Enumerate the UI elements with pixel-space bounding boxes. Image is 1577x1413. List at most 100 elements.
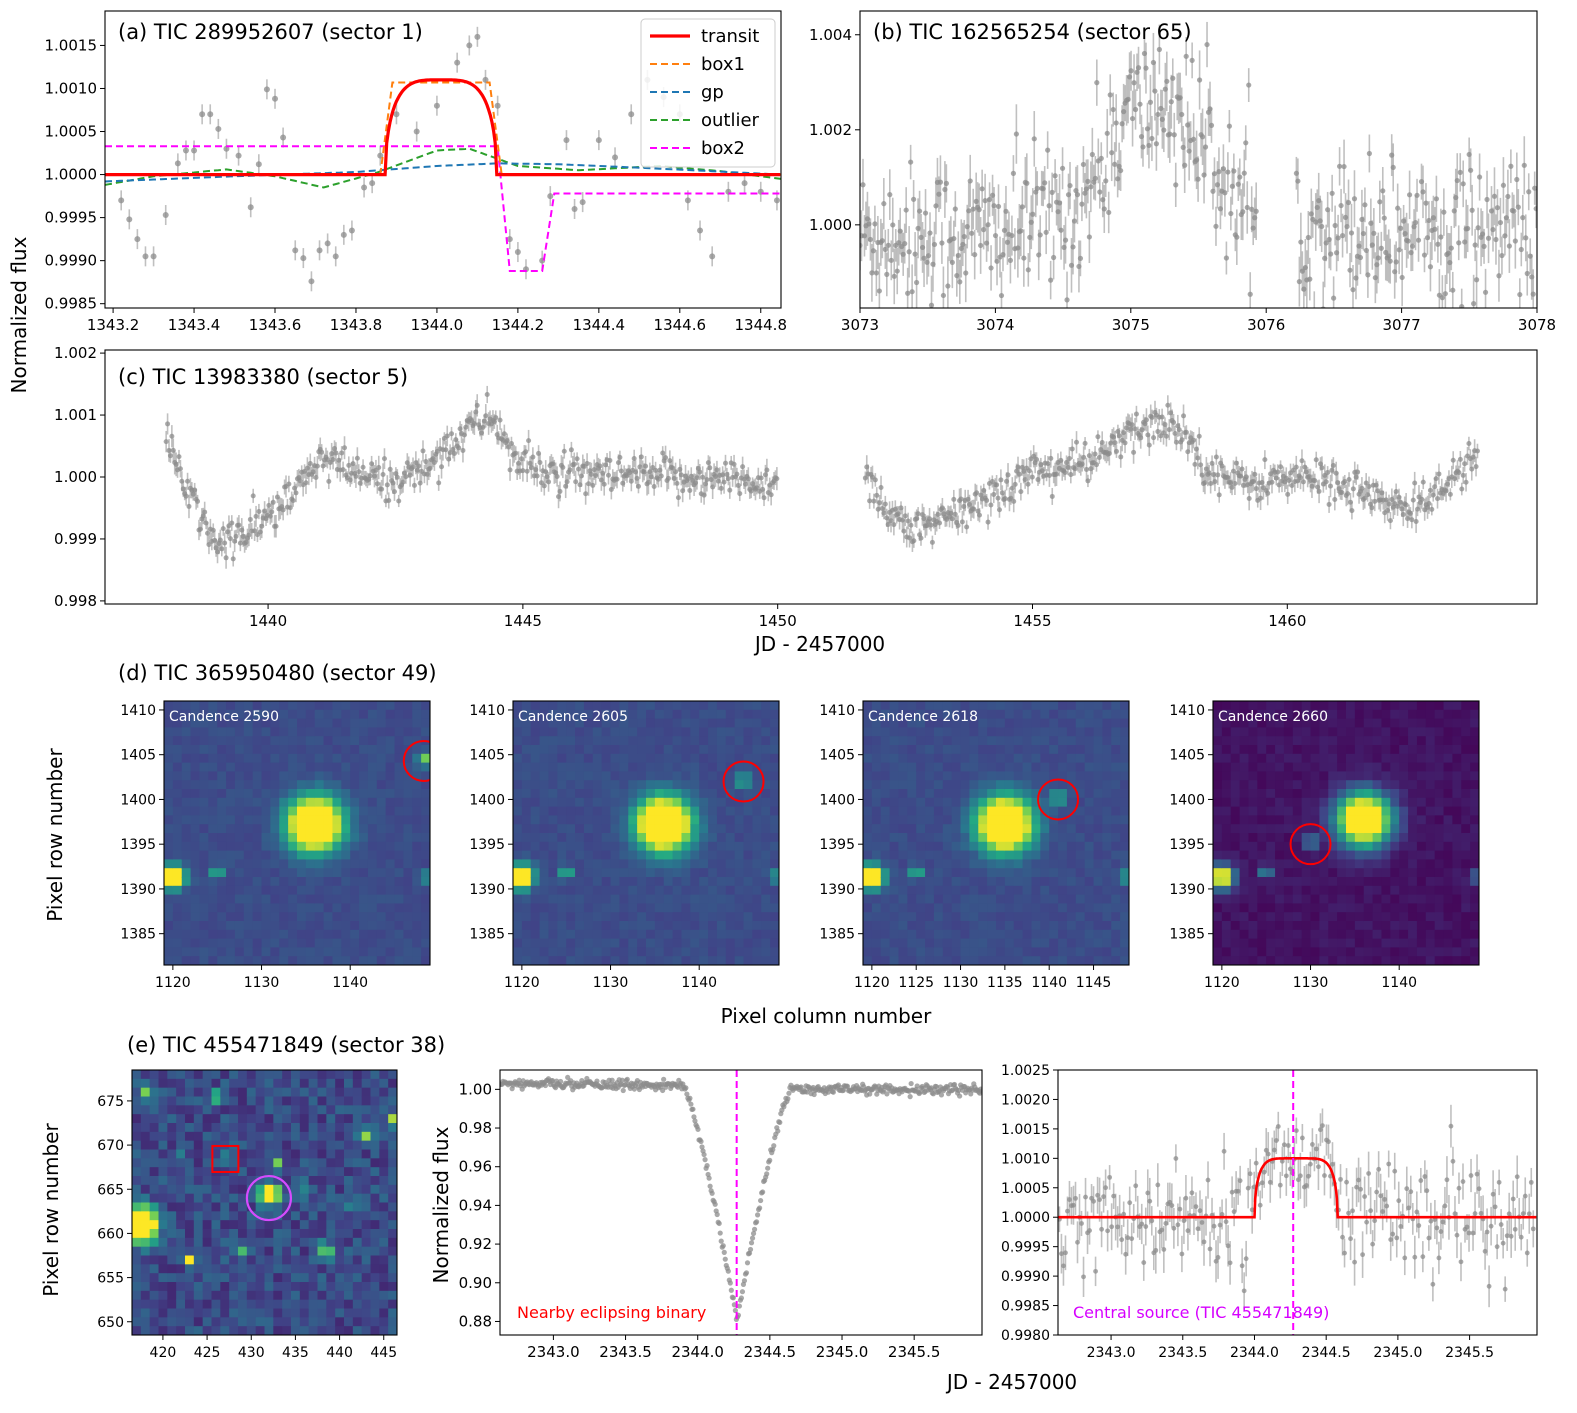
data-point [697, 220, 704, 241]
heatmap-cell [1120, 762, 1129, 772]
heatmap-cell [164, 947, 174, 957]
heatmap-cell [960, 833, 970, 843]
heatmap-cell [1354, 868, 1365, 878]
heatmap-cell [332, 841, 342, 852]
heatmap-cell [880, 736, 891, 746]
data-point [313, 466, 319, 489]
heatmap-cell [1292, 868, 1303, 878]
data-point [601, 472, 607, 496]
heatmap-cell [619, 727, 629, 737]
heatmap-cell [863, 815, 873, 825]
data-point [1332, 205, 1338, 246]
heatmap-cell [548, 841, 558, 852]
heatmap-cell [898, 718, 908, 728]
data-point [356, 464, 362, 480]
data-point [891, 248, 897, 305]
heatmap-cell [270, 921, 280, 931]
heatmap-cell [681, 762, 691, 772]
heatmap-cell [412, 815, 422, 825]
heatmap-cell [421, 824, 430, 834]
data-point [1508, 149, 1514, 184]
heatmap-cell [1257, 903, 1267, 913]
data-point [902, 505, 908, 526]
heatmap-cell [1102, 938, 1112, 948]
heatmap-cell [761, 850, 771, 860]
data-point [1191, 113, 1197, 166]
data-point [497, 410, 503, 430]
heatmap-cell [1372, 947, 1383, 957]
heatmap-cell [1337, 850, 1347, 860]
data-point [484, 385, 490, 404]
heatmap-cell [1120, 771, 1129, 781]
heatmap-cell [898, 762, 908, 772]
heatmap-cell [1310, 868, 1320, 878]
heatmap-cell [288, 701, 298, 711]
data-point [1216, 486, 1222, 503]
heatmap-cell [1066, 771, 1077, 781]
heatmap-cell [385, 938, 396, 948]
heatmap-cell [252, 824, 263, 834]
heatmap-cell [164, 929, 174, 940]
heatmap-cell [1283, 921, 1294, 931]
heatmap-cell [1292, 903, 1303, 913]
heatmap-cell [1040, 956, 1050, 965]
heatmap-cell [978, 718, 988, 728]
data-point [571, 452, 577, 477]
heatmap-cell [252, 771, 263, 781]
heatmap-cell [323, 753, 334, 764]
heatmap-cell [243, 806, 254, 816]
heatmap-cell [871, 877, 882, 887]
heatmap-cell [199, 718, 209, 728]
data-point [1007, 237, 1014, 284]
heatmap-cell [907, 912, 917, 922]
heatmap-cell [925, 912, 935, 922]
heatmap-cell [513, 903, 523, 913]
heatmap-cell [341, 780, 351, 790]
data-point [915, 507, 921, 521]
heatmap-cell [172, 903, 183, 913]
data-point [1387, 512, 1393, 530]
heatmap-cell [1283, 718, 1294, 728]
heatmap-cell [987, 789, 997, 799]
x-tick-label: 1343.8 [330, 316, 383, 334]
heatmap-cell [1004, 824, 1015, 834]
heatmap-cell [385, 727, 396, 737]
heatmap-cell [513, 727, 523, 737]
data-point [1412, 471, 1418, 495]
heatmap-cell [925, 815, 935, 825]
heatmap-cell [1425, 921, 1436, 931]
heatmap-cell [359, 868, 369, 878]
heatmap-cell [628, 815, 638, 825]
heatmap-cell [1102, 956, 1112, 965]
heatmap-cell [1102, 868, 1112, 878]
data-point [867, 492, 873, 509]
heatmap-cell [1004, 753, 1015, 764]
heatmap-cell [699, 956, 709, 965]
heatmap-cell [1408, 727, 1418, 737]
heatmap-cell [394, 753, 404, 764]
heatmap-cell [708, 903, 718, 913]
heatmap-cell [743, 894, 753, 904]
heatmap-cell [716, 833, 727, 843]
heatmap-cell [942, 718, 953, 728]
cadence-label: Candence 2590 [169, 709, 279, 725]
heatmap-cell [557, 938, 567, 948]
heatmap-cell [863, 929, 873, 940]
heatmap-cell [1381, 912, 1391, 922]
heatmap-cell [1230, 797, 1241, 808]
heatmap-cell [1390, 709, 1400, 720]
heatmap-cell [628, 727, 638, 737]
heatmap-cell [376, 903, 387, 913]
data-point [674, 476, 680, 490]
heatmap-cell [628, 771, 638, 781]
data-point [1295, 158, 1301, 204]
heatmap-cell [1058, 771, 1068, 781]
data-point [1403, 493, 1409, 517]
data-point [381, 448, 387, 470]
heatmap-cell [1283, 833, 1294, 843]
heatmap-cell [725, 850, 736, 860]
heatmap-cell [1031, 780, 1041, 790]
heatmap-cell [1381, 771, 1391, 781]
heatmap-cell [376, 771, 387, 781]
heatmap-cell [725, 745, 736, 755]
